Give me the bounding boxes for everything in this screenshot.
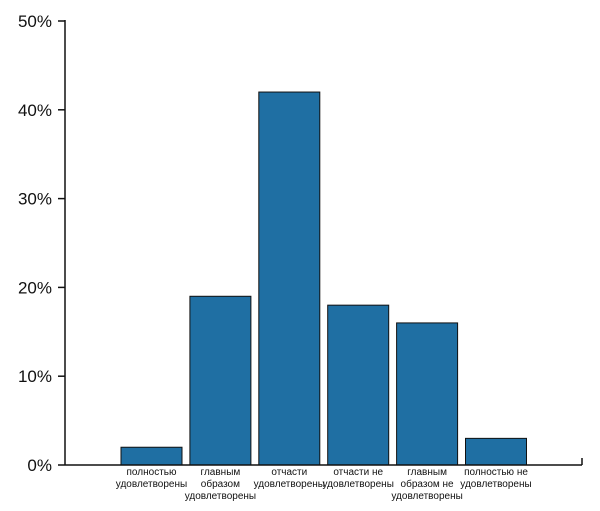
- x-tick-label-line: главным: [201, 467, 241, 478]
- bar: [327, 304, 390, 466]
- bars: [120, 91, 527, 466]
- x-tick-label: главным образом не удовлетворены: [391, 467, 462, 502]
- x-tick-label-line: удовлетворены: [185, 491, 256, 502]
- bar: [189, 295, 252, 466]
- x-tick-label-line: удовлетворены: [391, 491, 462, 502]
- x-tick-label-line: удовлетворены: [460, 479, 531, 490]
- y-tick-label: 40%: [18, 101, 52, 120]
- x-tick-label-line: полностью: [127, 467, 177, 478]
- y-tick-label: 50%: [18, 12, 52, 31]
- y-axis-ticks: 0% 10% 20% 30% 40% 50%: [18, 12, 65, 475]
- bar: [120, 446, 183, 466]
- x-tick-label-line: главным: [407, 467, 447, 478]
- x-tick-label-line: полностью не: [464, 467, 528, 478]
- y-tick-label: 0%: [27, 456, 52, 475]
- x-tick-label: отчасти удовлетворены: [254, 467, 325, 490]
- bar: [258, 91, 321, 466]
- y-tick-label: 30%: [18, 190, 52, 209]
- x-tick-label: отчасти не удовлетворены: [323, 467, 394, 490]
- x-tick-label-line: удовлетворены: [323, 479, 394, 490]
- y-tick-label: 20%: [18, 278, 52, 297]
- x-tick-label-line: отчасти не: [333, 467, 383, 478]
- x-tick-label: главным образом удовлетворены: [185, 467, 256, 502]
- x-tick-label-line: удовлетворены: [116, 479, 187, 490]
- bar: [465, 437, 527, 466]
- x-tick-label-line: образом не: [401, 478, 455, 490]
- bar: [396, 322, 459, 466]
- x-tick-label-line: образом: [201, 478, 240, 490]
- x-tick-label-line: отчасти: [271, 467, 307, 478]
- x-tick-label: полностью удовлетворены: [116, 467, 187, 490]
- x-tick-label: полностью не удовлетворены: [460, 467, 531, 490]
- x-tick-label-line: удовлетворены: [254, 479, 325, 490]
- y-tick-label: 10%: [18, 367, 52, 386]
